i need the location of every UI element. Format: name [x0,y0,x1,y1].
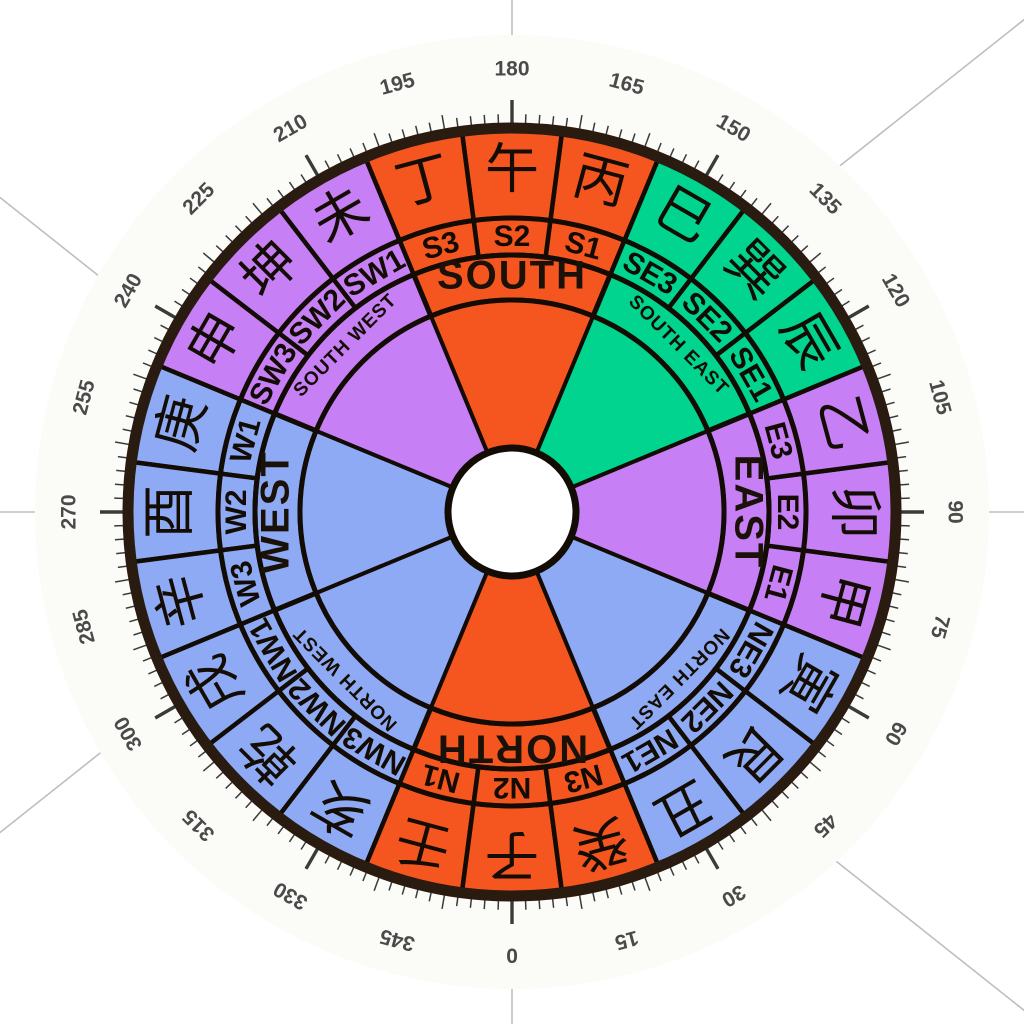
degree-major-tick [304,845,321,870]
direction-label-south: SOUTH [437,254,587,298]
degree-major-tick [845,703,870,720]
center-hub-circle[interactable] [444,444,580,580]
degree-tick-label: 90 [943,500,966,523]
subsector-code-S2: S2 [494,220,531,253]
subsector-code-E2: E2 [771,494,804,531]
ring-divider-1 [252,252,772,772]
direction-label-west: WEST [254,450,298,574]
subsector-code-N2: N2 [493,771,531,804]
center-hub[interactable] [444,444,580,580]
degree-major-tick [703,154,720,179]
chinese-character-E2: 卯 [824,485,887,539]
direction-label-north: NORTH [436,727,588,771]
degree-major-tick [845,304,870,321]
chinese-character-W2: 酉 [138,485,201,539]
ring-outlines [122,122,902,902]
degree-major-tick [154,304,179,321]
degree-tick-label: 270 [58,494,81,529]
ring-divider-0 [297,297,727,727]
degree-major-tick [703,845,720,870]
degree-tick-label: 0 [506,943,518,966]
chinese-character-S2: 午 [485,138,539,201]
subsector-code-W2: W2 [220,490,253,535]
chinese-character-N2: 子 [485,824,539,887]
degree-tick-label: 180 [494,58,529,81]
direction-label-east: EAST [727,455,771,570]
degree-major-tick [304,154,321,179]
dial-outer-rim [122,122,902,902]
chinese-character-band[interactable] [125,125,899,899]
ring-divider-2 [215,215,809,809]
degree-major-tick [154,703,179,720]
